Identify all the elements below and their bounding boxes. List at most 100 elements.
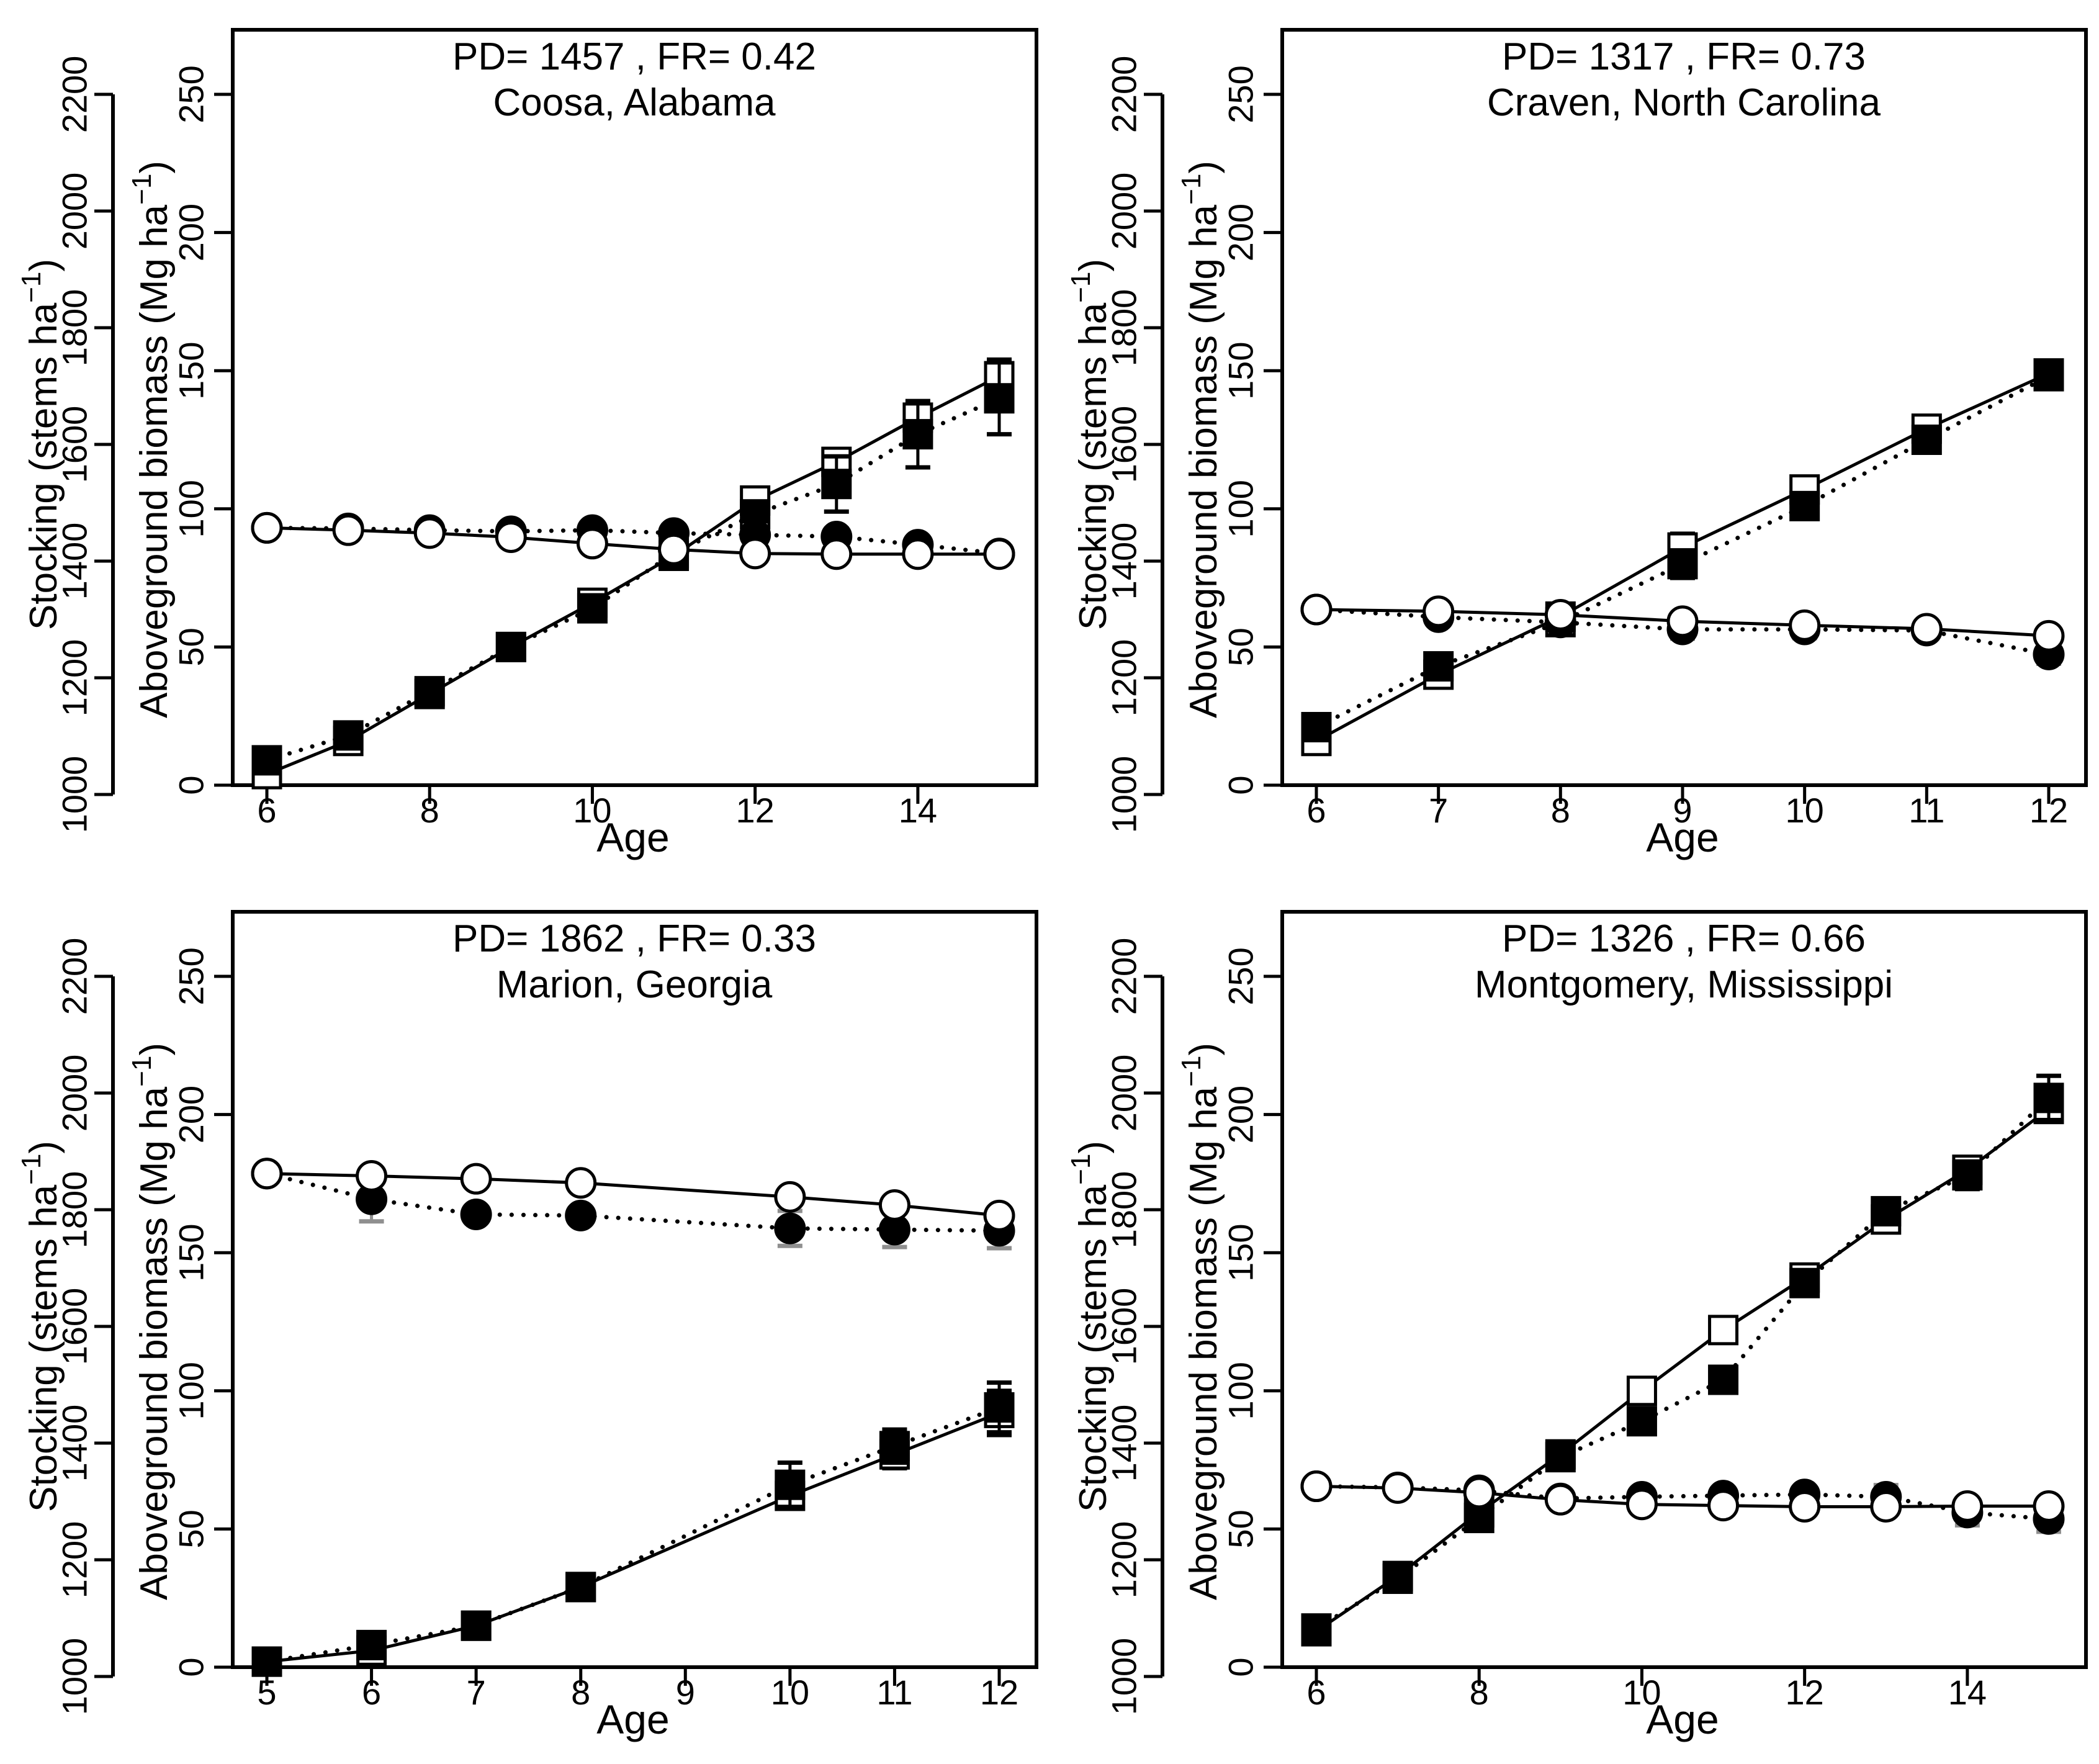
data-point-filled-square bbox=[902, 419, 933, 450]
biomass-tick-label: 50 bbox=[1221, 1510, 1261, 1548]
data-point-open-circle bbox=[251, 511, 283, 544]
series-line bbox=[1314, 1096, 2051, 1631]
x-tick-label: 8 bbox=[1470, 1673, 1489, 1712]
stocking-tick-label: 2000 bbox=[1105, 1055, 1144, 1132]
data-point-open-circle bbox=[1789, 1490, 1821, 1523]
series-line bbox=[1314, 1484, 2051, 1521]
x-tick-label: 8 bbox=[1551, 791, 1570, 830]
panel-subtitle: Craven, North Carolina bbox=[1487, 81, 1881, 124]
data-point-open-circle bbox=[356, 1159, 388, 1192]
plot-box bbox=[231, 910, 1038, 1669]
biomass-tick-label: 100 bbox=[1221, 480, 1261, 538]
x-tick-label: 12 bbox=[2029, 791, 2068, 830]
data-point-open-circle bbox=[2033, 619, 2065, 652]
stocking-axis-label: Stocking (stems ha−1) bbox=[16, 259, 65, 630]
data-point-filled-square bbox=[1789, 1267, 1820, 1298]
x-tick-label: 6 bbox=[1306, 1673, 1326, 1712]
data-point-open-circle bbox=[1789, 609, 1821, 641]
data-point-filled-square bbox=[2033, 1082, 2064, 1114]
series-stocking-filled-circle-dotted bbox=[1300, 1470, 2065, 1535]
data-point-filled-square bbox=[984, 1392, 1015, 1423]
x-tick-label: 10 bbox=[1622, 1673, 1661, 1712]
x-tick-label: 14 bbox=[899, 791, 937, 830]
biomass-axis-label: Aboveground biomass (Mg ha−1) bbox=[127, 161, 176, 718]
data-point-open-circle bbox=[774, 1181, 806, 1213]
biomass-tick-label: 150 bbox=[172, 341, 211, 399]
data-layer bbox=[1300, 358, 2065, 757]
data-point-open-circle bbox=[1666, 605, 1699, 637]
biomass-tick-label: 200 bbox=[1221, 1086, 1261, 1143]
data-point-open-square bbox=[1626, 1375, 1657, 1406]
data-point-filled-square bbox=[1301, 712, 1332, 743]
x-tick-label: 7 bbox=[1429, 791, 1448, 830]
axes-layer: 6 8 10 12 14 0 50 100 150 200 250 1000 1200 1400 1600 1… bbox=[55, 28, 1038, 833]
biomass-tick-label: 50 bbox=[172, 1510, 211, 1548]
data-point-open-circle bbox=[1300, 593, 1333, 626]
data-point-filled-square bbox=[775, 1469, 806, 1500]
stocking-tick-label: 2200 bbox=[55, 938, 94, 1015]
panel-montgomery-mississippi: 6 8 10 12 14 0 50 100 150 200 250 1000 1200 1400 1600 1… bbox=[1066, 910, 2088, 1742]
x-tick-label: 10 bbox=[573, 791, 611, 830]
biomass-tick-label: 100 bbox=[172, 480, 211, 538]
data-point-open-circle bbox=[1951, 1490, 1984, 1523]
data-point-open-circle bbox=[332, 514, 364, 546]
stocking-axis-label: Stocking (stems ha−1) bbox=[16, 1141, 65, 1512]
stocking-tick-label: 1600 bbox=[1105, 1288, 1144, 1366]
stocking-tick-label: 2200 bbox=[1105, 938, 1144, 1015]
data-point-filled-circle bbox=[565, 1199, 597, 1231]
data-point-open-circle bbox=[251, 1158, 283, 1190]
data-point-open-circle bbox=[1423, 595, 1455, 628]
data-point-open-circle bbox=[1544, 1483, 1576, 1516]
stocking-tick-label: 2200 bbox=[55, 56, 94, 133]
series-stocking-open-circle-solid bbox=[251, 1158, 1015, 1231]
data-point-open-circle bbox=[1300, 1470, 1333, 1503]
biomass-tick-label: 200 bbox=[1221, 204, 1261, 261]
x-tick-label: 12 bbox=[736, 791, 775, 830]
data-point-filled-square bbox=[495, 631, 526, 662]
stocking-tick-label: 1200 bbox=[55, 1521, 94, 1599]
biomass-axis-label: Aboveground biomass (Mg ha−1) bbox=[1176, 1043, 1225, 1600]
series-line bbox=[1316, 1485, 2049, 1508]
stocking-tick-label: 1000 bbox=[55, 1638, 94, 1716]
series-biomass-filled-square-dotted bbox=[251, 360, 1015, 776]
biomass-tick-label: 250 bbox=[172, 65, 211, 123]
data-point-filled-square bbox=[821, 469, 852, 500]
data-point-filled-circle bbox=[460, 1199, 492, 1231]
data-point-open-circle bbox=[576, 528, 608, 560]
stocking-tick-label: 1400 bbox=[1105, 523, 1144, 600]
axes-layer: 5 6 7 8 9 10 11 12 0 50 100 150 200 250 1000 1200 1400 16… bbox=[55, 910, 1038, 1716]
data-point-open-circle bbox=[460, 1163, 492, 1195]
stocking-tick-label: 1400 bbox=[55, 1405, 94, 1482]
panel-marion-georgia: 5 6 7 8 9 10 11 12 0 50 100 150 200 250 1000 1200 1400 16… bbox=[16, 910, 1038, 1742]
x-tick-label: 6 bbox=[362, 1673, 381, 1712]
data-point-filled-square bbox=[1382, 1564, 1413, 1595]
data-point-open-circle bbox=[1382, 1472, 1414, 1504]
series-line bbox=[264, 525, 1002, 556]
series-stocking-open-circle-solid bbox=[1300, 593, 2065, 652]
x-tick-label: 7 bbox=[467, 1673, 486, 1712]
plot-box bbox=[1280, 28, 2088, 787]
panel-title: PD= 1457 , FR= 0.42 bbox=[452, 35, 816, 78]
data-point-open-circle bbox=[739, 538, 771, 570]
x-axis-label: Age bbox=[596, 814, 669, 860]
data-point-open-circle bbox=[495, 521, 527, 553]
stocking-tick-label: 2000 bbox=[55, 1055, 94, 1132]
biomass-tick-label: 250 bbox=[1221, 947, 1261, 1005]
stocking-tick-label: 1800 bbox=[1105, 289, 1144, 367]
data-point-open-circle bbox=[1544, 598, 1576, 631]
data-point-filled-square bbox=[251, 1646, 282, 1677]
stocking-tick-label: 1800 bbox=[1105, 1171, 1144, 1249]
data-point-open-circle bbox=[1707, 1490, 1740, 1522]
series-stocking-filled-circle-dotted bbox=[251, 511, 1015, 570]
biomass-tick-label: 200 bbox=[172, 204, 211, 261]
x-axis-label: Age bbox=[1646, 814, 1719, 860]
data-point-filled-square bbox=[1708, 1364, 1739, 1395]
series-stocking-open-circle-solid bbox=[251, 511, 1015, 570]
data-point-open-square bbox=[1708, 1315, 1739, 1346]
panel-coosa-alabama: 6 8 10 12 14 0 50 100 150 200 250 1000 1200 1400 1600 1… bbox=[16, 28, 1038, 860]
data-point-open-circle bbox=[902, 538, 934, 570]
data-point-filled-circle bbox=[774, 1212, 806, 1244]
biomass-tick-label: 0 bbox=[1221, 1657, 1261, 1676]
stocking-tick-label: 1600 bbox=[55, 1288, 94, 1366]
